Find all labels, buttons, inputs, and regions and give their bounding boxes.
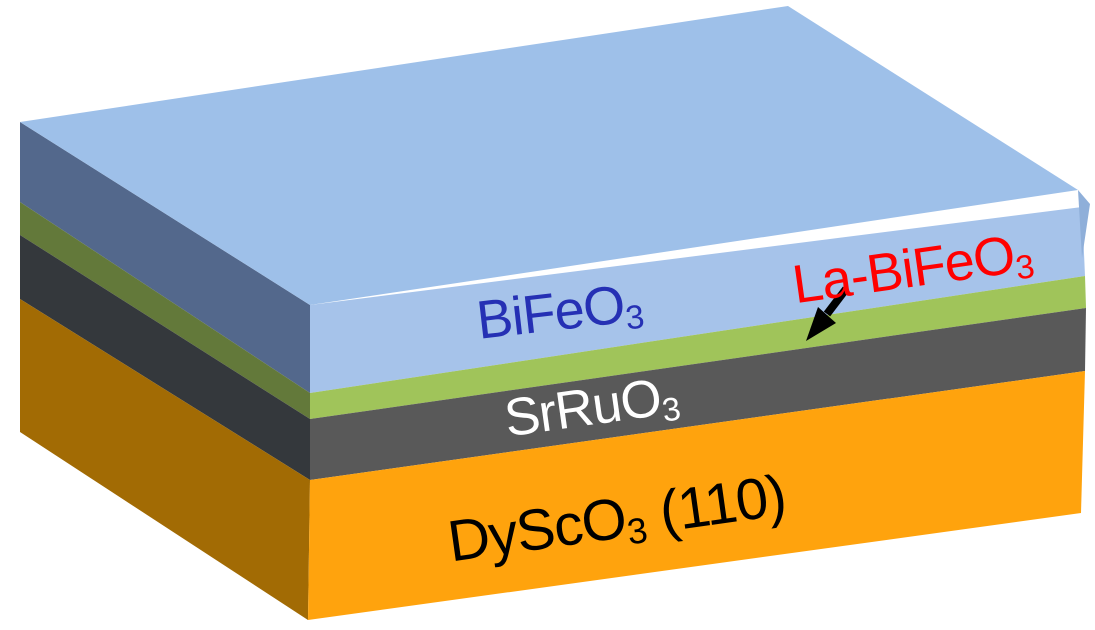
bifeo3-front-face: [310, 207, 1085, 393]
la-bifeo3-left-face: [20, 202, 310, 419]
arrow-head-icon: [806, 307, 836, 341]
srruo3-front-face: [310, 308, 1086, 480]
la-bifeo3-front-face: [310, 276, 1086, 419]
srruo3-left-face: [20, 235, 310, 480]
bifeo3-top-face: [20, 6, 1078, 305]
dysco3-left-face: [20, 299, 310, 620]
la-bifeo3-pointer-arrow: [806, 286, 850, 341]
arrow-shaft: [823, 286, 850, 317]
dysco3-front-face: [308, 371, 1085, 620]
bifeo3-right-edge-face: [1078, 190, 1090, 258]
bifeo3-left-face: [20, 122, 310, 393]
